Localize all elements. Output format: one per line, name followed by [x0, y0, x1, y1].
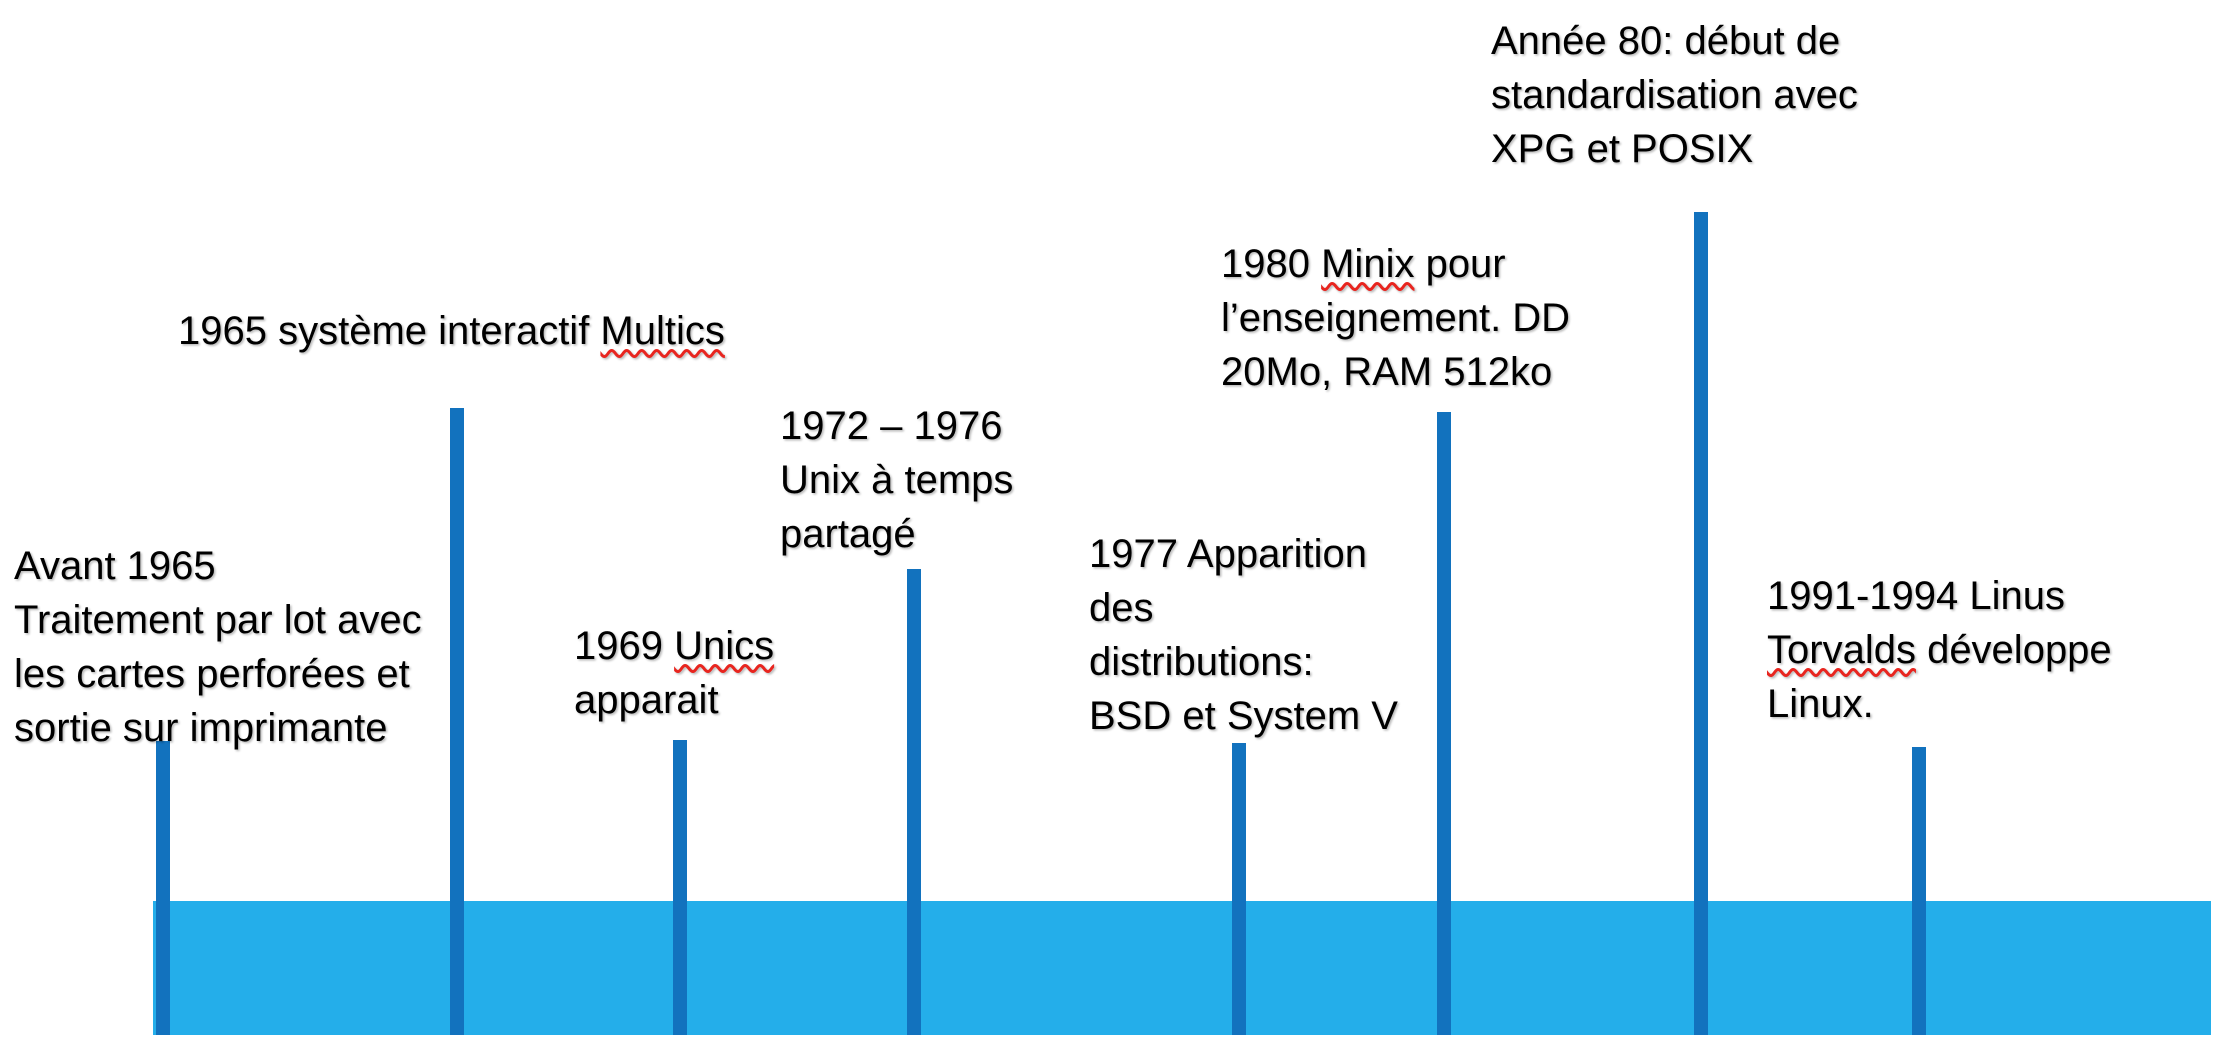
label-line: BSD et System V	[1089, 694, 1398, 738]
tick-1977-distributions	[1232, 743, 1246, 1035]
misspelled-word: Unics	[674, 624, 775, 668]
label-line: XPG et POSIX	[1491, 127, 1754, 171]
label-line: Année 80: début de	[1491, 19, 1841, 63]
tick-1991-1994-linux	[1912, 747, 1926, 1035]
label-line: distributions:	[1089, 640, 1314, 684]
tick-1980-minix	[1437, 412, 1451, 1035]
label-line: 1977 Apparition	[1089, 532, 1368, 576]
label-line: 1991-1994 Linus	[1767, 574, 2066, 618]
tick-annee-80-posix	[1694, 212, 1708, 1035]
label-line: standardisation avec	[1491, 73, 1858, 117]
label-1969-unics: 1969 Unics apparait	[574, 619, 774, 727]
tick-1965-multics	[450, 408, 464, 1035]
label-line: Linux.	[1767, 682, 1874, 726]
misspelled-word: Torvalds	[1767, 628, 1916, 672]
label-text: 1965 système interactif	[178, 309, 601, 353]
label-line: Traitement par lot avec	[14, 598, 422, 642]
label-line: Unix à temps	[780, 458, 1014, 502]
label-1972-1976-unix: 1972 – 1976 Unix à temps partagé	[780, 399, 1013, 561]
label-text: 1969	[574, 624, 675, 668]
label-line: Torvalds développe	[1767, 623, 2112, 677]
label-line: 20Mo, RAM 512ko	[1221, 350, 1553, 394]
label-line: 1965 système interactif Multics	[178, 304, 725, 358]
label-line: les cartes perforées et	[14, 652, 410, 696]
label-line: apparait	[574, 678, 719, 722]
label-1965-multics: 1965 système interactif Multics	[178, 304, 725, 358]
label-1980-minix: 1980 Minix pour l’enseignement. DD 20Mo,…	[1221, 237, 1570, 399]
label-annee-80-posix: Année 80: début de standardisation avec …	[1491, 14, 1858, 176]
tick-1972-1976-unix	[907, 569, 921, 1035]
label-1977-distributions: 1977 Apparition des distributions: BSD e…	[1089, 527, 1398, 743]
label-avant-1965: Avant 1965 Traitement par lot avec les c…	[14, 539, 422, 755]
label-text: pour	[1414, 242, 1506, 286]
label-line: 1980 Minix pour	[1221, 237, 1570, 291]
label-line: partagé	[780, 512, 916, 556]
label-text: 1980	[1221, 242, 1322, 286]
label-text: développe	[1915, 628, 2112, 672]
tick-1969-unics	[673, 740, 687, 1035]
misspelled-word: Multics	[600, 309, 725, 353]
label-line: des	[1089, 586, 1154, 630]
label-line: 1969 Unics	[574, 619, 774, 673]
tick-avant-1965	[156, 741, 170, 1035]
label-line: 1972 – 1976	[780, 404, 1003, 448]
timeline-band	[153, 901, 2211, 1035]
label-line: l’enseignement. DD	[1221, 296, 1571, 340]
misspelled-word: Minix	[1321, 242, 1415, 286]
label-line: sortie sur imprimante	[14, 706, 388, 750]
label-1991-1994-linux: 1991-1994 Linus Torvalds développe Linux…	[1767, 569, 2112, 731]
label-line: Avant 1965	[14, 544, 216, 588]
